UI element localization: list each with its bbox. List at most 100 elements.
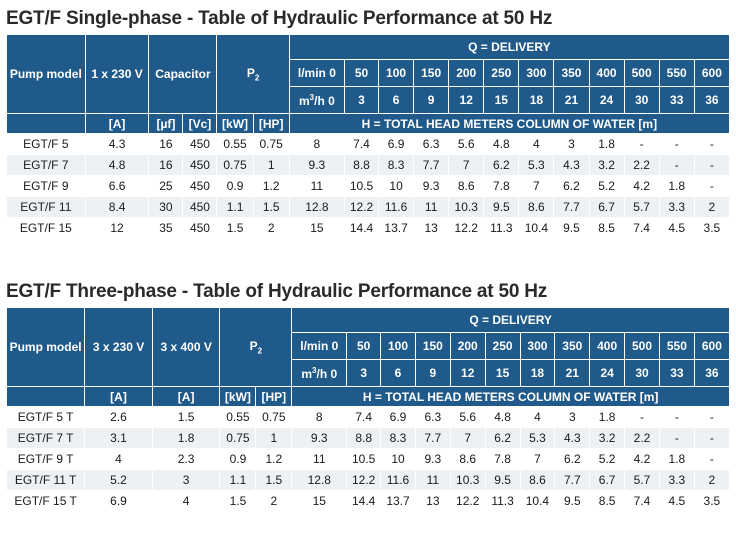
- three-phase-title: EGT/F Three-phase - Table of Hydraulic P…: [6, 281, 548, 302]
- head-value-cell: 4.5: [658, 490, 695, 512]
- head-value-cell: 4: [518, 133, 555, 155]
- head-value-cell: 13: [413, 217, 450, 239]
- head-value-cell: 7.7: [413, 154, 450, 176]
- head-value-cell: 6.9: [378, 133, 415, 155]
- hp-cell: 1.5: [252, 196, 290, 218]
- head-value-cell: 2: [693, 196, 731, 218]
- head-value-cell: -: [693, 154, 731, 176]
- kw-cell: 1.5: [219, 490, 257, 512]
- lmin-row: l/min 0 50 100 150 200 250 300 350 400 5…: [7, 332, 731, 360]
- three-phase-table: Pump model 3 x 230 V 3 x 400 V P2 Q = DE…: [5, 307, 731, 512]
- head-value-cell: 9.3: [413, 175, 450, 197]
- head-value-cell: 2.2: [623, 154, 660, 176]
- head-value-cell: 15: [288, 217, 346, 239]
- head-value-cell: -: [693, 448, 731, 470]
- table-row: EGT/F 5 T 2.6 1.5 0.55 0.75 8 7.4 6.9 6.3 5.6 4.8 4…: [5, 406, 731, 428]
- m3h-value: 15: [484, 359, 521, 387]
- m3h-value: 36: [693, 359, 731, 387]
- head-value-cell: 4.3: [554, 427, 591, 449]
- head-value-cell: 1.8: [658, 175, 695, 197]
- head-value-cell: 11.6: [378, 196, 415, 218]
- head-value-cell: 7.4: [344, 133, 380, 155]
- single-phase-table: Pump model 1 x 230 V Capacitor P2 Q = DE…: [6, 34, 731, 239]
- b2-cell: 450: [182, 196, 218, 218]
- unit-microfarad: [µf]: [148, 113, 184, 134]
- head-value-cell: 9.5: [484, 469, 521, 491]
- lmin-value: 600: [693, 59, 731, 87]
- pump-model-cell: EGT/F 11 T: [5, 469, 86, 491]
- head-value-cell: 9.3: [291, 427, 348, 449]
- head-value-cell: 14.4: [344, 217, 380, 239]
- head-value-cell: 7: [448, 154, 485, 176]
- m3h-value: 30: [624, 359, 660, 387]
- m3h-value: 24: [588, 86, 625, 114]
- lmin-value: 550: [658, 332, 695, 360]
- a-cell: 5.2: [84, 469, 153, 491]
- head-value-cell: 7.4: [346, 406, 382, 428]
- lmin-value: 200: [449, 332, 486, 360]
- pump-model-cell: EGT/F 5 T: [5, 406, 86, 428]
- units-blank: [6, 113, 86, 134]
- a-cell: 4.3: [84, 133, 150, 155]
- m3h-value: 3: [346, 359, 382, 387]
- head-value-cell: 5.2: [588, 175, 625, 197]
- kw-cell: 0.75: [216, 154, 254, 176]
- table-row: EGT/F 9 6.6 25 450 0.9 1.2 11 10.5 10 9.3 8.6 7.8 7 6…: [6, 175, 731, 197]
- three-phase-body: EGT/F 5 T 2.6 1.5 0.55 0.75 8 7.4 6.9 6.3 5.6 4.8 4…: [5, 406, 731, 512]
- unit-vc: [Vc]: [182, 113, 218, 134]
- capacitor-header: Capacitor: [148, 34, 218, 114]
- m3h-value: 9: [413, 86, 450, 114]
- head-value-cell: 4.2: [623, 175, 660, 197]
- head-value-cell: 10.3: [448, 196, 485, 218]
- kw-cell: 0.9: [219, 448, 257, 470]
- kw-cell: 1.1: [219, 469, 257, 491]
- b2-cell: 450: [182, 154, 218, 176]
- pump-model-header: Pump model: [6, 34, 86, 114]
- head-value-cell: 7.8: [483, 175, 520, 197]
- head-value-cell: 11.6: [380, 469, 416, 491]
- m3h-value: 18: [519, 359, 556, 387]
- single-phase-body: EGT/F 5 4.3 16 450 0.55 0.75 8 7.4 6.9 6.3 5.6 4.8 4…: [6, 133, 731, 239]
- head-value-cell: 8.5: [589, 490, 626, 512]
- kw-cell: 0.55: [216, 133, 254, 155]
- lmin-value: 150: [414, 332, 451, 360]
- head-value-cell: 5.7: [623, 196, 660, 218]
- head-value-cell: -: [693, 427, 731, 449]
- m3h-row: m3/h 0 3 6 9 12 15 18 21 24 30 33 36: [7, 359, 731, 387]
- head-value-cell: 7.7: [553, 196, 590, 218]
- b2-cell: 450: [182, 175, 218, 197]
- table-row: EGT/F 11 T 5.2 3 1.1 1.5 12.8 12.2 11.6 11 10.3 9.…: [5, 469, 731, 491]
- b1-cell: 16: [148, 133, 184, 155]
- three-phase-header: Pump model 3 x 230 V 3 x 400 V P2 Q = DE…: [5, 307, 731, 407]
- head-value-cell: -: [658, 133, 695, 155]
- lmin-value: 300: [519, 332, 556, 360]
- b2-cell: 450: [182, 217, 218, 239]
- m3h-value: 21: [553, 86, 590, 114]
- lmin-label: l/min 0: [288, 59, 346, 87]
- unit-amps-400: [A]: [151, 386, 221, 407]
- b-cell: 1.5: [151, 406, 221, 428]
- head-value-cell: 15: [291, 490, 348, 512]
- units-row: [A] [µf] [Vc] [kW] [HP] H = TOTAL HEAD M…: [6, 113, 731, 134]
- head-value-cell: 6.2: [484, 427, 521, 449]
- pump-model-cell: EGT/F 7: [6, 154, 86, 176]
- lmin-row: l/min 0 50 100 150 200 250 300 350 400 5…: [7, 59, 731, 87]
- lmin-value: 250: [483, 59, 520, 87]
- head-value-cell: 8.6: [519, 469, 556, 491]
- b1-cell: 25: [148, 175, 184, 197]
- a-cell: 3.1: [84, 427, 153, 449]
- head-value-cell: 12.8: [288, 196, 346, 218]
- a-cell: 6.9: [84, 490, 153, 512]
- pump-model-cell: EGT/F 15: [6, 217, 86, 239]
- head-value-cell: 1.8: [658, 448, 695, 470]
- head-value-cell: 8.6: [518, 196, 555, 218]
- head-value-cell: 11: [288, 175, 346, 197]
- pump-model-cell: EGT/F 9: [6, 175, 86, 197]
- head-value-cell: 7.4: [623, 217, 660, 239]
- head-value-cell: 5.3: [519, 427, 556, 449]
- pump-model-cell: EGT/F 7 T: [5, 427, 86, 449]
- m3h-value: 18: [518, 86, 555, 114]
- head-value-cell: 12.2: [344, 196, 380, 218]
- head-value-cell: 12.2: [449, 490, 486, 512]
- pump-model-header: Pump model: [5, 307, 86, 387]
